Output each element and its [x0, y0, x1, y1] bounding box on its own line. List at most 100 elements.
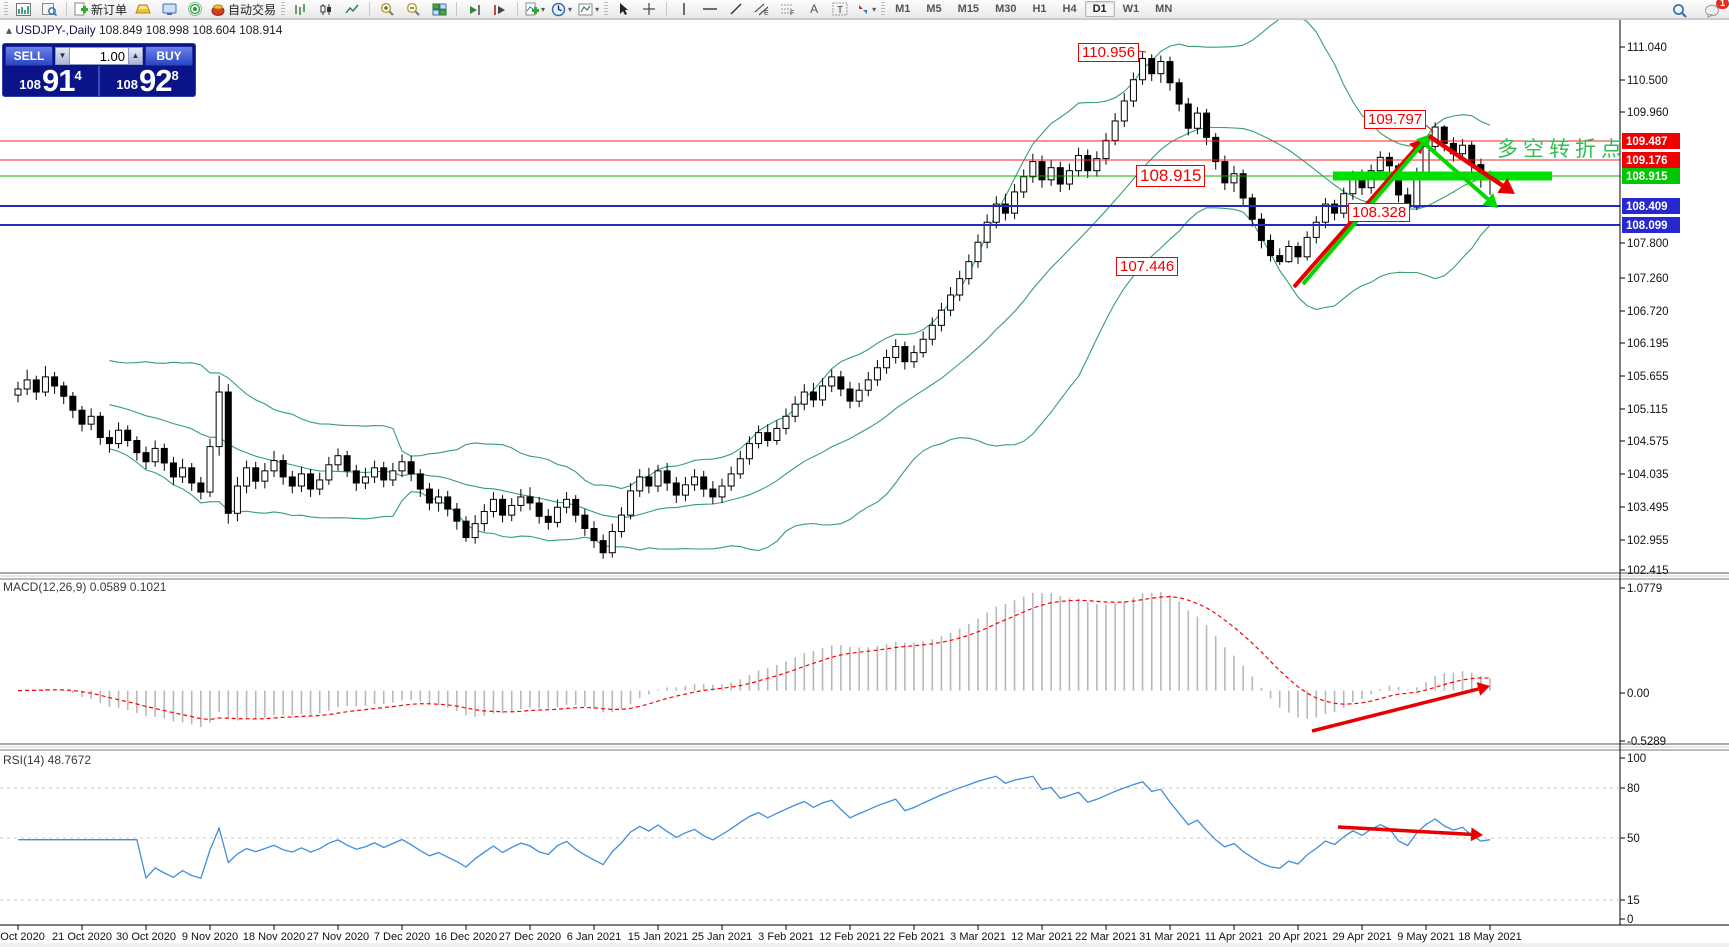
volume-input[interactable] [70, 47, 128, 65]
horizontal-line-icon[interactable] [697, 0, 723, 19]
pane-frames [0, 19, 1729, 926]
svg-text:110.500: 110.500 [1627, 75, 1668, 87]
svg-text:102.415: 102.415 [1627, 565, 1669, 577]
terminal-icon[interactable] [156, 0, 182, 19]
bar-chart-icon[interactable] [287, 0, 313, 19]
price-callout-110.956[interactable]: 110.956 [1078, 43, 1140, 63]
timeframe-M15[interactable]: M15 [957, 3, 980, 15]
zoom-out-icon[interactable] [400, 0, 426, 19]
trend-arrow[interactable] [1337, 825, 1472, 837]
date-label: 22 Feb 2021 [883, 931, 945, 943]
price-callout-107.446[interactable]: 107.446 [1116, 257, 1179, 277]
timeframe-MN[interactable]: MN [1155, 3, 1173, 15]
vertical-line-icon[interactable] [671, 0, 697, 19]
timeframe-M5[interactable]: M5 [926, 3, 942, 15]
candlesticks [14, 52, 1494, 559]
gold-ingot-icon[interactable] [130, 0, 156, 19]
line-chart-icon[interactable] [339, 0, 365, 19]
new-order-button[interactable]: 新订单 [71, 0, 130, 19]
price-callout-108.915[interactable]: 108.915 [1136, 165, 1206, 187]
candlestick-chart-icon[interactable] [313, 0, 339, 19]
trend-arrow-head [1409, 139, 1424, 155]
buy-price[interactable]: 108 92 8 [100, 63, 195, 98]
preview-icon[interactable] [36, 0, 62, 19]
date-label: 12 Feb 2021 [819, 931, 881, 943]
price-badge [1622, 152, 1680, 168]
buy-button[interactable]: BUY [145, 46, 193, 66]
trendline-icon[interactable] [723, 0, 749, 19]
notifications-icon[interactable]: 1 [1699, 0, 1729, 20]
timeframe-H4[interactable]: H4 [1062, 3, 1077, 15]
search-icon[interactable] [1667, 1, 1693, 20]
autotrade-label: 自动交易 [228, 2, 277, 17]
trend-arrow[interactable] [1427, 134, 1504, 188]
svg-text:109.176: 109.176 [1626, 155, 1668, 167]
svg-text:104.035: 104.035 [1627, 469, 1669, 481]
chart-shift-icon[interactable] [487, 0, 513, 19]
thick-green-support-line[interactable] [1333, 171, 1552, 181]
date-label: 18 Nov 2020 [243, 931, 305, 943]
buy-price-handle: 108 [116, 77, 138, 92]
sell-price[interactable]: 108 91 4 [3, 65, 98, 96]
channel-icon[interactable]: E [749, 0, 775, 19]
trend-arrow-head [1497, 178, 1515, 194]
one-click-trading-panel: SELL ▼ ▲ BUY 108 91 4 108 92 8 [2, 43, 196, 97]
timeframe-D1[interactable]: D1 [1084, 1, 1115, 17]
svg-text:100: 100 [1627, 753, 1646, 765]
text-label-icon[interactable]: T [827, 0, 853, 19]
toolbar-separator [666, 2, 668, 16]
trend-arrow-head [1482, 193, 1498, 208]
date-axis[interactable]: 2 Oct 2020 21 Oct 2020 30 Oct 2020 9 Nov 20… [0, 925, 1522, 943]
fibonacci-icon[interactable]: F [775, 0, 801, 19]
price-badge [1622, 168, 1680, 184]
autotrade-button[interactable]: 自动交易 [208, 0, 279, 19]
trend-arrow-head [1470, 827, 1483, 842]
price-callout-108.328[interactable]: 108.328 [1348, 203, 1411, 223]
date-label: 27 Nov 2020 [307, 931, 369, 943]
toolbar-grip [881, 2, 886, 16]
chinese-annotation-text[interactable]: 多空转折点 [1497, 138, 1627, 161]
date-label: 29 Apr 2021 [1332, 931, 1391, 943]
volume-increase-button[interactable]: ▲ [128, 47, 143, 65]
symbol-period-label: USDJPY-,Daily [15, 23, 96, 37]
sell-price-pip: 4 [74, 68, 82, 83]
price-callout-109.797[interactable]: 109.797 [1364, 110, 1427, 130]
crosshair-icon[interactable] [636, 0, 662, 19]
timeframe-M1[interactable]: M1 [895, 3, 911, 15]
macd-label: MACD(12,26,9) 0.0589 0.1021 [3, 580, 167, 594]
trend-arrow[interactable] [1422, 141, 1490, 201]
chart-window-icon[interactable] [10, 0, 36, 19]
timeframe-H1[interactable]: H1 [1032, 3, 1047, 15]
zoom-in-icon[interactable] [374, 0, 400, 19]
volume-decrease-button[interactable]: ▼ [55, 47, 70, 65]
date-label: 3 Feb 2021 [758, 931, 814, 943]
toolbar-separator [369, 2, 371, 16]
price-axis[interactable]: 111.040 110.500 109.960 107.800 107.260 106.7… [1620, 42, 1680, 926]
sell-button[interactable]: SELL [5, 46, 53, 66]
buy-price-big: 92 [138, 63, 172, 98]
indicators-button[interactable]: ▾ [522, 0, 548, 19]
cursor-icon[interactable] [610, 0, 636, 19]
tile-windows-icon[interactable] [426, 0, 452, 19]
timeframe-W1[interactable]: W1 [1122, 3, 1140, 15]
svg-text:103.495: 103.495 [1627, 502, 1669, 514]
date-label: 15 Jan 2021 [628, 931, 689, 943]
timeframe-M30[interactable]: M30 [995, 3, 1017, 15]
auto-scroll-icon[interactable] [461, 0, 487, 19]
dropdown-arrow-icon: ▾ [872, 4, 877, 14]
signal-icon[interactable] [182, 0, 208, 19]
templates-button[interactable]: ▾ [575, 0, 602, 19]
arrows-button[interactable]: ▾ [853, 0, 879, 19]
collapse-arrow-icon[interactable]: ▴ [6, 23, 13, 37]
text-icon[interactable]: A [810, 2, 819, 16]
dropdown-arrow-icon: ▾ [568, 4, 573, 14]
svg-text:107.800: 107.800 [1627, 238, 1669, 250]
timeframe-bar: M1 M5 M15 M30 H1 H4 D1 W1 MN [887, 1, 1180, 17]
svg-text:106.195: 106.195 [1627, 338, 1669, 350]
svg-text:80: 80 [1627, 783, 1640, 795]
periods-button[interactable]: ▾ [548, 0, 575, 19]
sell-price-handle: 108 [19, 77, 41, 92]
trend-arrow[interactable] [1311, 687, 1479, 733]
svg-text:105.115: 105.115 [1627, 404, 1668, 416]
